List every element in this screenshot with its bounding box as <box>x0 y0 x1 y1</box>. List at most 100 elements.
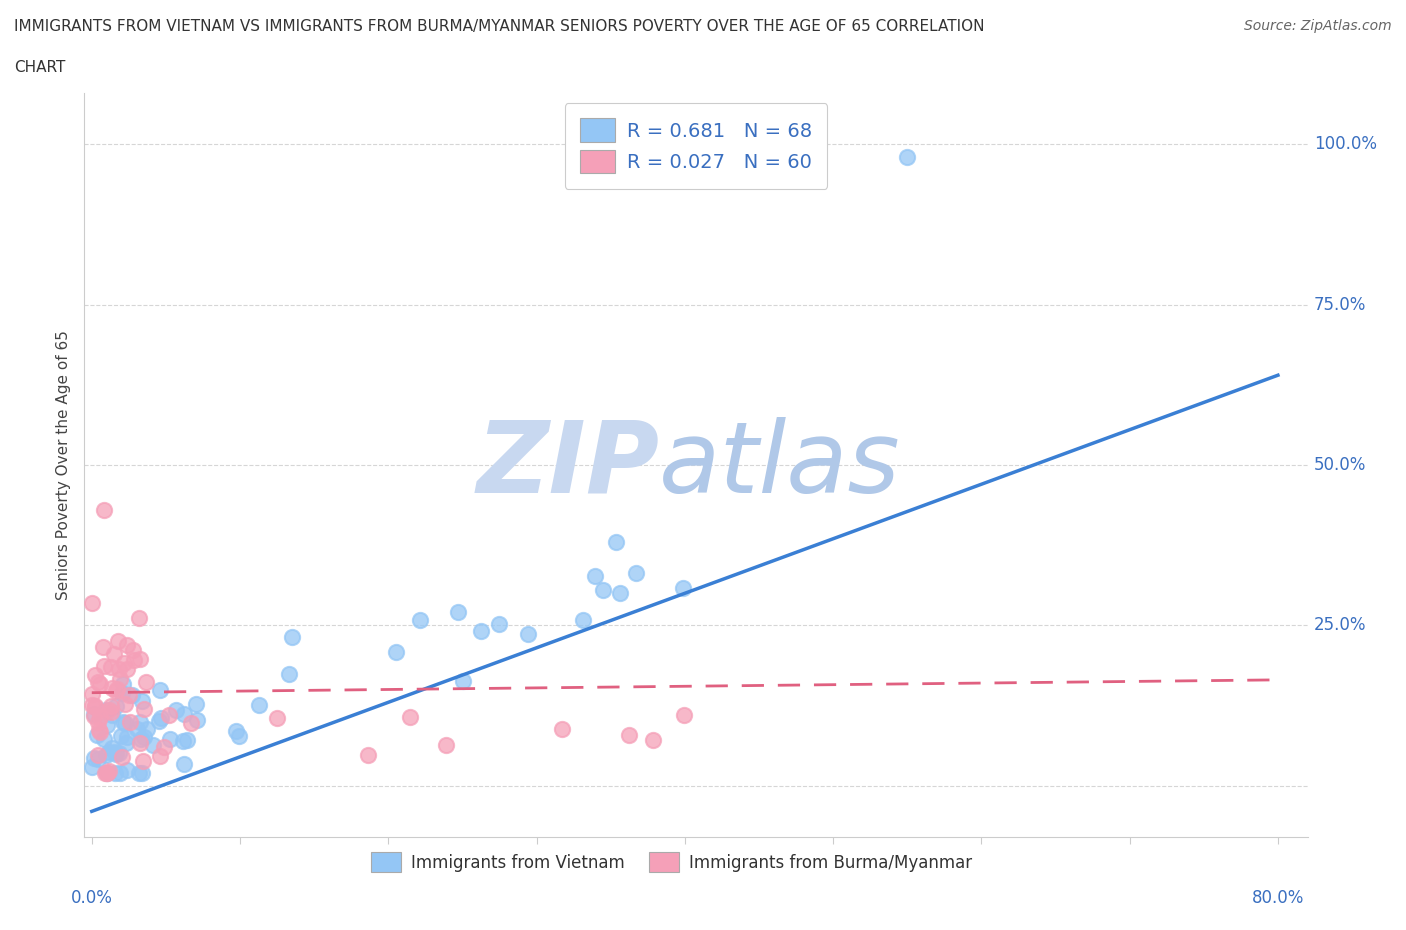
Point <box>98 703 121 718</box>
Point <box>266 711 288 725</box>
Point <box>357 748 380 763</box>
Text: IMMIGRANTS FROM VIETNAM VS IMMIGRANTS FROM BURMA/MYANMAR SENIORS POVERTY OVER TH: IMMIGRANTS FROM VIETNAM VS IMMIGRANTS FR… <box>14 19 984 33</box>
Point <box>488 617 510 631</box>
Point <box>118 687 141 702</box>
Point <box>149 683 172 698</box>
Point <box>609 585 631 600</box>
Point <box>150 711 173 725</box>
Point <box>180 716 202 731</box>
Point <box>87 675 110 690</box>
Point <box>451 673 474 688</box>
Point <box>100 681 122 696</box>
Point <box>108 671 131 686</box>
Point <box>173 707 195 722</box>
Text: 80.0%: 80.0% <box>1251 889 1305 907</box>
Point <box>434 737 457 752</box>
Point <box>104 746 127 761</box>
Point <box>98 744 121 759</box>
Point <box>100 741 122 756</box>
Point <box>149 749 172 764</box>
Text: 25.0%: 25.0% <box>1313 617 1367 634</box>
Point <box>93 658 115 673</box>
Point <box>409 613 432 628</box>
Point <box>671 581 693 596</box>
Point <box>142 737 165 752</box>
Point <box>111 676 134 691</box>
Point <box>96 717 118 732</box>
Point <box>107 682 129 697</box>
Point <box>104 745 127 760</box>
Point <box>94 702 117 717</box>
Point <box>80 596 103 611</box>
Point <box>118 714 141 729</box>
Point <box>83 751 105 765</box>
Point <box>121 643 143 658</box>
Point <box>82 698 104 712</box>
Point <box>104 765 127 780</box>
Point <box>148 713 170 728</box>
Point <box>112 656 135 671</box>
Text: 100.0%: 100.0% <box>1313 135 1376 153</box>
Point <box>132 729 155 744</box>
Point <box>159 732 181 747</box>
Point <box>114 697 136 711</box>
Text: 75.0%: 75.0% <box>1313 296 1367 313</box>
Point <box>83 709 105 724</box>
Point <box>107 633 129 648</box>
Point <box>157 708 180 723</box>
Point <box>132 702 155 717</box>
Point <box>112 715 135 730</box>
Point <box>83 706 105 721</box>
Point <box>624 565 647 580</box>
Point <box>111 750 134 764</box>
Text: Source: ZipAtlas.com: Source: ZipAtlas.com <box>1244 19 1392 33</box>
Point <box>97 764 120 779</box>
Point <box>82 686 104 701</box>
Point <box>186 697 208 711</box>
Point <box>89 710 111 724</box>
Point <box>225 724 247 738</box>
Point <box>84 700 107 715</box>
Point <box>115 730 138 745</box>
Text: 50.0%: 50.0% <box>1313 456 1367 474</box>
Point <box>131 765 153 780</box>
Point <box>104 698 127 713</box>
Point <box>896 150 918 165</box>
Point <box>385 644 408 659</box>
Point <box>641 732 664 747</box>
Point <box>91 640 114 655</box>
Point <box>108 765 131 780</box>
Point <box>129 714 152 729</box>
Text: atlas: atlas <box>659 417 901 513</box>
Point <box>128 765 150 780</box>
Point <box>108 662 131 677</box>
Point <box>281 630 304 644</box>
Point <box>103 646 125 661</box>
Point <box>247 698 270 713</box>
Point <box>89 722 111 737</box>
Point <box>165 703 187 718</box>
Point <box>105 684 128 698</box>
Point <box>82 760 104 775</box>
Point <box>94 765 117 780</box>
Point <box>152 739 174 754</box>
Point <box>135 675 157 690</box>
Point <box>605 535 627 550</box>
Point <box>96 765 118 780</box>
Point <box>96 748 118 763</box>
Point <box>86 748 108 763</box>
Point <box>470 624 492 639</box>
Point <box>129 652 152 667</box>
Text: 0.0%: 0.0% <box>70 889 112 907</box>
Point <box>136 722 159 737</box>
Y-axis label: Seniors Poverty Over the Age of 65: Seniors Poverty Over the Age of 65 <box>56 330 72 600</box>
Point <box>592 582 614 597</box>
Point <box>129 732 152 747</box>
Point <box>131 693 153 708</box>
Point <box>89 676 111 691</box>
Point <box>172 734 194 749</box>
Point <box>121 687 143 702</box>
Point <box>96 765 118 780</box>
Point <box>551 722 574 737</box>
Point <box>125 722 148 737</box>
